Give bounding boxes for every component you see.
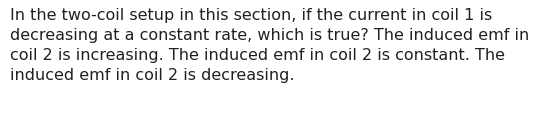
Text: In the two-coil setup in this section, if the current in coil 1 is
decreasing at: In the two-coil setup in this section, i… bbox=[10, 8, 529, 83]
